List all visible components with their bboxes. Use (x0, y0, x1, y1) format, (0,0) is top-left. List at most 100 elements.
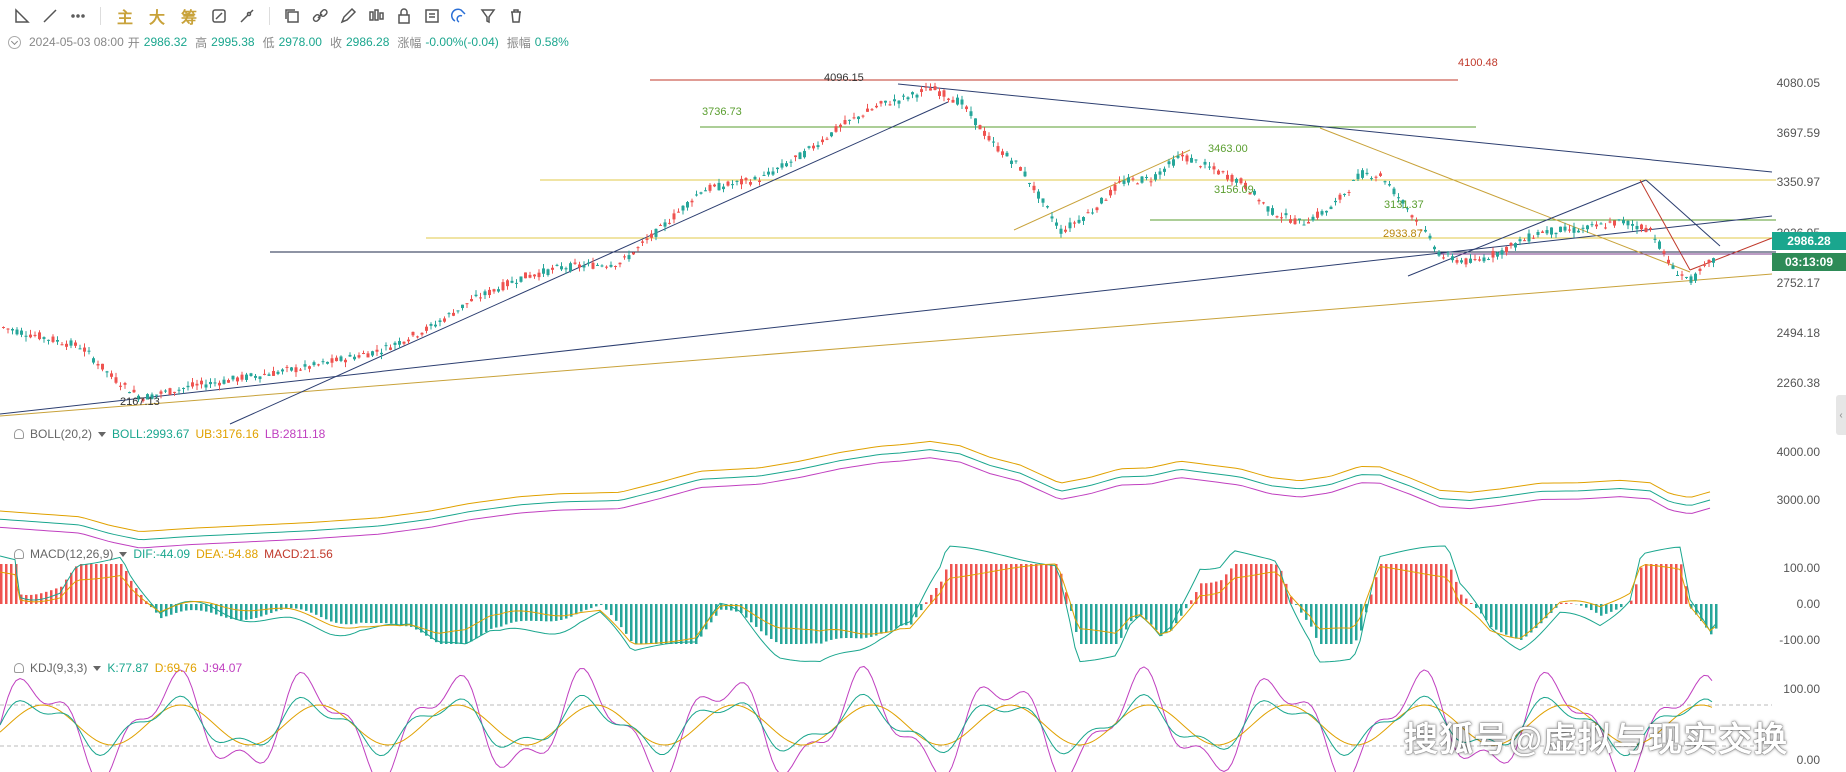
candle (1136, 183, 1139, 185)
candle (1059, 228, 1063, 234)
candlestick-icon[interactable] (362, 2, 390, 30)
macd-histogram-bar (965, 564, 968, 604)
candle (1046, 206, 1049, 208)
macd-histogram-bar (1580, 604, 1583, 606)
candle (29, 334, 32, 338)
bell-icon[interactable] (14, 429, 24, 439)
line-tool-icon[interactable] (36, 2, 64, 30)
candle (254, 375, 257, 378)
main-force-button[interactable]: 主 (116, 10, 133, 27)
candle (1361, 170, 1364, 178)
kdj-name: KDJ(9,3,3) (30, 661, 88, 675)
candle (992, 141, 995, 143)
candle (1068, 222, 1072, 229)
macd-histogram-bar (1050, 564, 1053, 604)
open-label: 开 (127, 35, 140, 50)
candle (60, 344, 64, 346)
candle (119, 385, 122, 387)
link-icon[interactable] (306, 2, 334, 30)
candle (803, 150, 806, 158)
chevron-down-icon[interactable] (98, 431, 107, 437)
macd-histogram-bar (745, 604, 748, 618)
candle (1032, 185, 1036, 191)
trash-icon[interactable] (502, 2, 530, 30)
candle (749, 182, 752, 185)
macd-histogram-bar (835, 604, 838, 639)
candle (740, 178, 743, 185)
candle (1226, 174, 1229, 180)
macd-histogram-bar (905, 604, 908, 626)
edit-drawing-icon[interactable] (205, 2, 233, 30)
chevron-down-icon[interactable] (93, 665, 102, 671)
macd-axis-tick: -100.00 (1779, 633, 1820, 647)
more-icon[interactable] (64, 2, 92, 30)
candle (1464, 258, 1468, 265)
price-axis-tick: 2494.18 (1776, 326, 1820, 340)
macd-histogram-bar (1525, 604, 1528, 637)
candle (1131, 178, 1135, 180)
macd-dea-value: DEA:-54.88 (196, 547, 259, 561)
macd-histogram-bar (645, 604, 648, 644)
macd-histogram-bar (1535, 604, 1538, 629)
boll-axis-tick: 4000.00 (1776, 445, 1820, 459)
macd-histogram-bar (1310, 604, 1313, 627)
panel-collapse-handle[interactable]: ‹ (1836, 395, 1846, 435)
candle (1055, 222, 1058, 226)
pen-icon[interactable] (334, 2, 362, 30)
candle (1352, 179, 1355, 181)
chevron-down-icon[interactable] (119, 551, 128, 557)
macd-histogram-bar (705, 604, 708, 630)
macd-histogram-bar (1090, 604, 1093, 644)
candle (470, 298, 473, 302)
macd-histogram-bar (995, 564, 998, 604)
candle (1505, 246, 1508, 253)
candle (681, 205, 685, 211)
copy-icon[interactable] (278, 2, 306, 30)
collapse-icon[interactable] (8, 35, 21, 49)
candle (623, 256, 626, 258)
candle (1064, 229, 1067, 232)
chip-button[interactable]: 筹 (180, 10, 197, 27)
filter-icon[interactable] (474, 2, 502, 30)
macd-histogram-bar (40, 593, 43, 604)
macd-histogram-bar (795, 604, 798, 644)
macd-histogram-bar (255, 604, 258, 618)
candle (1550, 227, 1553, 235)
candle (1680, 274, 1684, 276)
candle (186, 385, 190, 388)
candle (1712, 258, 1715, 263)
candle (11, 328, 14, 331)
candle (1023, 171, 1027, 177)
candle (1595, 224, 1598, 227)
candle (1005, 152, 1009, 157)
candle (407, 339, 410, 342)
candle (447, 313, 451, 315)
candle (614, 265, 617, 267)
macd-histogram-bar (775, 604, 778, 643)
note-icon[interactable] (418, 2, 446, 30)
candle (1640, 224, 1643, 230)
macd-histogram-bar (1080, 604, 1083, 644)
candle (843, 120, 847, 125)
candle (299, 369, 302, 371)
countdown-tag: 03:13:09 (1772, 253, 1846, 271)
triangle-tool-icon[interactable] (8, 2, 36, 30)
candle (146, 394, 149, 400)
macd-histogram-bar (50, 590, 53, 604)
brush-icon[interactable] (233, 2, 261, 30)
candle (173, 391, 176, 393)
candle (875, 105, 878, 108)
macd-histogram-bar (1195, 592, 1198, 604)
lock-icon[interactable] (390, 2, 418, 30)
macd-histogram-bar (1185, 604, 1188, 609)
bell-icon[interactable] (14, 549, 24, 559)
level-annotation: 2933.87 (1383, 228, 1423, 240)
magnet-icon[interactable] (446, 2, 474, 30)
bell-icon[interactable] (14, 663, 24, 673)
big-order-button[interactable]: 大 (148, 10, 165, 27)
macd-histogram-bar (1065, 592, 1068, 604)
macd-histogram-bar (1260, 564, 1263, 604)
macd-histogram-bar (1470, 603, 1473, 604)
kdj-k-line (0, 693, 1713, 757)
